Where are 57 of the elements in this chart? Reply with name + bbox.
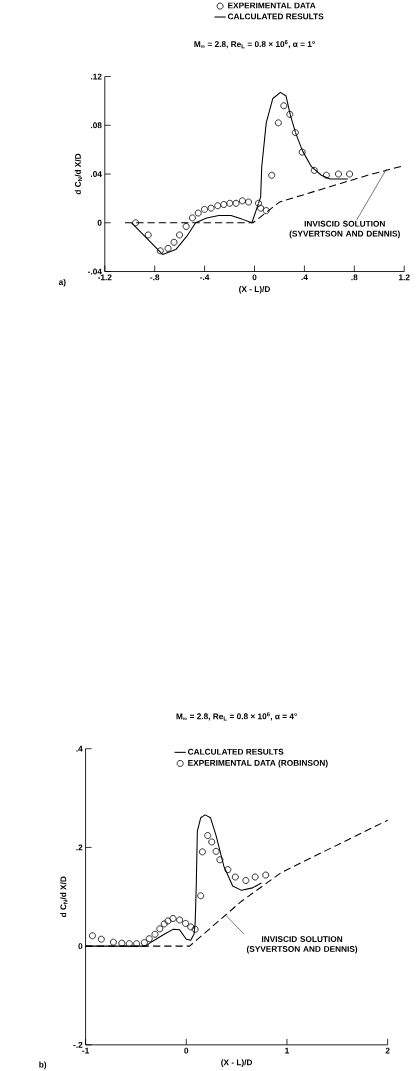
x-axis-title: (X - L)/D [238, 285, 270, 294]
point [204, 832, 211, 840]
x-tick-label: -1 [82, 1047, 89, 1054]
x-tick-label: -.4 [199, 274, 210, 281]
point [220, 201, 228, 208]
point [118, 939, 126, 947]
legend-label: CALCULATED RESULTS [187, 748, 284, 755]
x-tick-label: .4 [301, 274, 308, 281]
legend-label: CALCULATED RESULTS [227, 13, 324, 20]
x-tick-label: -1.2 [97, 274, 112, 281]
x-tick-label: 1 [284, 1047, 289, 1054]
legend-label: EXPERIMENTAL DATA [227, 2, 316, 9]
point [256, 204, 264, 212]
y-tick-label: 0 [97, 219, 102, 226]
y-tick-label: .12 [90, 73, 102, 80]
point [345, 170, 353, 178]
point [310, 166, 318, 174]
point [212, 847, 220, 855]
x-tick-label: 0 [252, 274, 257, 281]
legend-label: EXPERIMENTAL DATA (ROBINSON) [187, 759, 328, 768]
point [286, 110, 294, 118]
x-tick-label: .8 [351, 274, 358, 281]
point [175, 916, 183, 924]
point [242, 877, 250, 884]
x-tick-label: 0 [184, 1047, 189, 1054]
point [191, 925, 199, 933]
point [280, 102, 288, 110]
y-tick-label: .4 [76, 745, 83, 752]
point [262, 207, 270, 215]
point [164, 244, 172, 252]
chart-title: M$_{∞}$ = 2.8, Re$_{L}$ = 0.8 × 10$^{6}$, α = 4° [176, 712, 297, 721]
annotation: INVISCID SOLUTION (SYVERTSON AND DENNIS) [246, 936, 357, 954]
point [132, 940, 140, 948]
y-tick-label: 0 [78, 943, 83, 950]
point [224, 866, 232, 874]
text: b) [39, 1061, 46, 1070]
point [131, 219, 139, 227]
annotation: INVISCID SOLUTION (SYVERTSON AND DENNIS) [289, 220, 400, 239]
point [125, 940, 133, 948]
point [291, 129, 299, 137]
x-tick-label: -.8 [149, 274, 160, 281]
y-tick-label: .08 [90, 122, 102, 129]
text: a) [58, 278, 66, 287]
x-tick-label: 1.2 [398, 274, 410, 281]
y-tick-label: -.2 [73, 1041, 83, 1048]
point [156, 925, 164, 933]
x-tick-label: 2 [385, 1047, 390, 1054]
x-axis-title: (X - L)/D [220, 1059, 252, 1067]
y-axis-title: d C$_{N}$/d X/D [74, 153, 82, 195]
point [226, 199, 234, 207]
y-axis-title: d C$_{N}$/d X/D [59, 876, 68, 918]
point [181, 919, 189, 927]
point [200, 205, 208, 213]
y-tick-label: -.04 [87, 268, 102, 275]
y-tick-label: .04 [90, 171, 102, 177]
chart-title: M$_{∞}$ = 2.8, Re$_{L}$ = 0.8 × 10$^{6}$, α = 1° [194, 40, 315, 49]
y-tick-label: .2 [76, 844, 83, 851]
